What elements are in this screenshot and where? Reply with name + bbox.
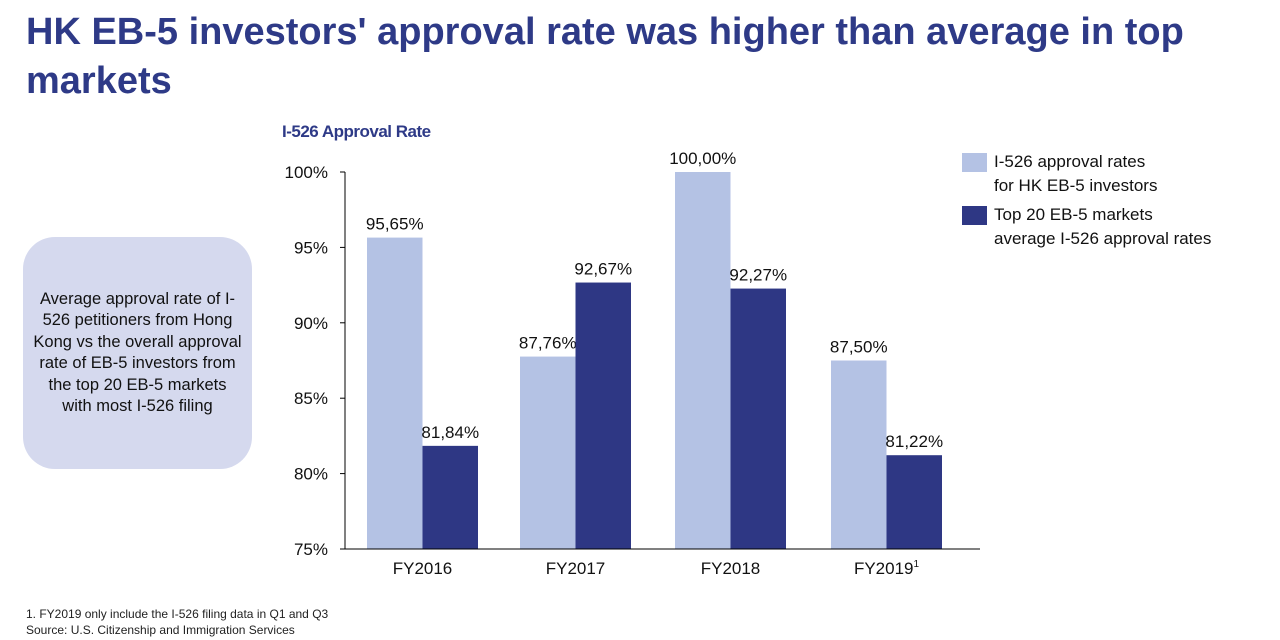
- y-tick-label: 80%: [294, 465, 328, 484]
- legend-swatch-top20: [962, 206, 987, 225]
- x-axis: FY2016 FY2017 FY2018 FY20191: [345, 548, 980, 578]
- data-label: 100,00%: [669, 149, 736, 168]
- footnotes: 1. FY2019 only include the I-526 filing …: [26, 606, 328, 638]
- y-tick-label: 75%: [294, 540, 328, 559]
- y-tick-label: 85%: [294, 389, 328, 408]
- legend-label-top20-line1: Top 20 EB-5 markets: [994, 205, 1153, 224]
- data-label: 87,76%: [519, 334, 577, 353]
- callout-box: Average approval rate of I-526 petitione…: [23, 237, 252, 469]
- bar-top20-fy2016: [422, 445, 478, 549]
- footnote-1: 1. FY2019 only include the I-526 filing …: [26, 607, 329, 621]
- bar-hk-fy2019: [831, 360, 887, 549]
- legend-label-hk-line2: for HK EB-5 investors: [994, 176, 1158, 195]
- y-tick-label: 100%: [285, 163, 328, 182]
- source-note: Source: U.S. Citizenship and Immigration…: [26, 623, 295, 637]
- x-tick-label: FY20191: [854, 559, 920, 578]
- data-label: 87,50%: [830, 338, 888, 357]
- callout-text: Average approval rate of I-526 petitione…: [33, 289, 242, 416]
- legend-swatch-hk: [962, 153, 987, 172]
- x-tick-label: FY2016: [393, 559, 453, 578]
- x-tick-label: FY2017: [546, 559, 606, 578]
- data-label: 95,65%: [366, 215, 424, 234]
- bar-hk-fy2018: [675, 172, 731, 549]
- chart-title: I-526 Approval Rate: [282, 122, 431, 141]
- legend-label-hk-line1: I-526 approval rates: [994, 152, 1146, 171]
- y-tick-label: 95%: [294, 238, 328, 257]
- legend-item-hk: I-526 approval rates for HK EB-5 investo…: [962, 150, 1272, 198]
- bar-top20-fy2018: [730, 288, 786, 549]
- legend-label-top20-line2: average I-526 approval rates: [994, 229, 1212, 248]
- x-tick-label: FY2018: [701, 559, 761, 578]
- data-label: 92,27%: [729, 266, 787, 285]
- bar-top20-fy2017: [575, 282, 631, 549]
- legend: I-526 approval rates for HK EB-5 investo…: [962, 150, 1272, 256]
- bar-top20-fy2019: [886, 455, 942, 549]
- bar-hk-fy2016: [367, 237, 423, 549]
- bars: 95,65% 81,84% 87,76% 92,67% 100,00% 92,27% 87,…: [366, 149, 943, 549]
- data-label: 81,84%: [421, 423, 479, 442]
- data-label: 81,22%: [885, 432, 943, 451]
- data-label: 92,67%: [574, 260, 632, 279]
- legend-item-top20: Top 20 EB-5 markets average I-526 approv…: [962, 203, 1272, 251]
- page-title: HK EB-5 investors' approval rate was hig…: [26, 11, 1184, 102]
- bar-hk-fy2017: [520, 356, 576, 549]
- y-tick-label: 90%: [294, 314, 328, 333]
- footnote-marker: 1: [913, 559, 919, 570]
- y-axis: 75% 80% 85% 90% 95% 100%: [285, 163, 346, 559]
